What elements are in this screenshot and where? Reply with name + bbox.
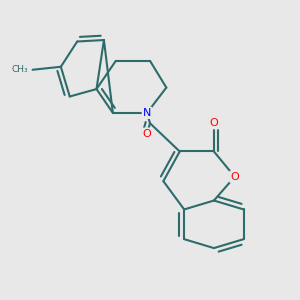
Text: O: O xyxy=(209,118,218,128)
Text: O: O xyxy=(143,129,152,139)
Text: N: N xyxy=(143,108,151,118)
Text: CH₃: CH₃ xyxy=(11,65,28,74)
Text: O: O xyxy=(230,172,239,182)
